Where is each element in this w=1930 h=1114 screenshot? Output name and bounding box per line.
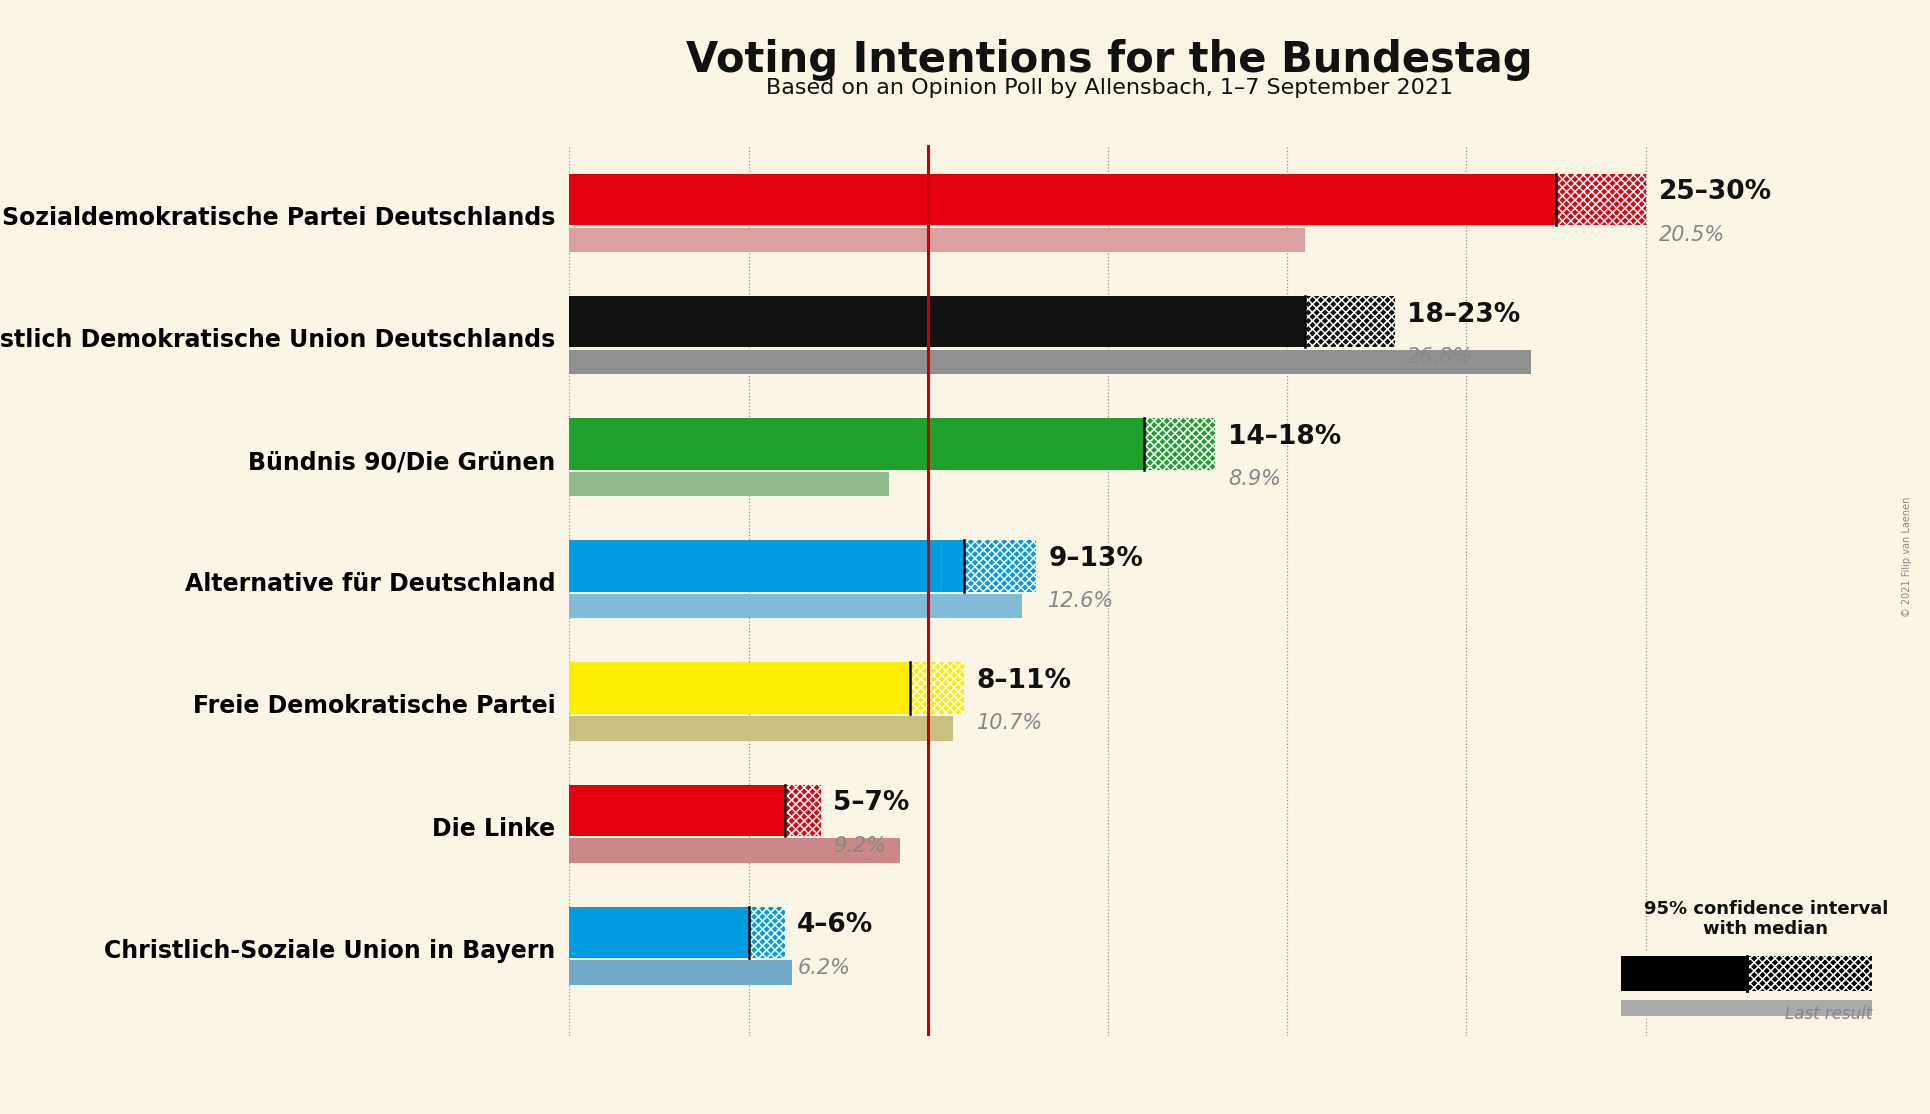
Text: 20.5%: 20.5% <box>1658 225 1725 245</box>
Bar <box>911 663 965 714</box>
Text: 25–30%: 25–30% <box>1658 179 1772 205</box>
Text: 9.2%: 9.2% <box>834 836 886 856</box>
Bar <box>569 296 1305 348</box>
Bar <box>1621 1000 1872 1016</box>
Bar <box>749 907 786 958</box>
Bar <box>569 350 1530 374</box>
Bar <box>749 907 786 958</box>
Bar <box>1556 174 1646 225</box>
Bar <box>786 784 820 836</box>
Bar <box>1621 957 1747 991</box>
Bar <box>1747 957 1872 991</box>
Bar <box>965 540 1036 592</box>
Bar <box>1305 296 1395 348</box>
Bar <box>1143 418 1216 470</box>
Bar <box>569 838 899 862</box>
Bar <box>786 784 820 836</box>
Bar <box>749 907 786 958</box>
Bar <box>569 907 749 958</box>
Bar <box>569 663 911 714</box>
Text: 5–7%: 5–7% <box>834 790 909 815</box>
Text: 6.2%: 6.2% <box>797 958 851 978</box>
Text: 9–13%: 9–13% <box>1048 546 1143 571</box>
Text: 10.7%: 10.7% <box>977 713 1042 733</box>
Text: 95% confidence interval
with median: 95% confidence interval with median <box>1644 900 1888 938</box>
Bar <box>569 960 791 985</box>
Text: 4–6%: 4–6% <box>797 912 874 938</box>
Bar <box>569 594 1021 618</box>
Text: 8–11%: 8–11% <box>977 667 1071 694</box>
Bar <box>911 663 965 714</box>
Bar <box>569 784 786 836</box>
Text: Voting Intentions for the Bundestag: Voting Intentions for the Bundestag <box>687 39 1532 81</box>
Text: Last result: Last result <box>1785 1005 1872 1023</box>
Text: 18–23%: 18–23% <box>1407 302 1521 328</box>
Bar <box>1305 296 1395 348</box>
Text: 8.9%: 8.9% <box>1227 469 1282 489</box>
Text: 26.8%: 26.8% <box>1407 348 1473 368</box>
Text: 14–18%: 14–18% <box>1227 423 1341 450</box>
Bar <box>569 540 965 592</box>
Bar <box>569 472 888 497</box>
Bar <box>569 228 1305 252</box>
Text: © 2021 Filip van Laenen: © 2021 Filip van Laenen <box>1901 497 1913 617</box>
Bar <box>569 418 1143 470</box>
Bar <box>1556 174 1646 225</box>
Bar <box>1556 174 1646 225</box>
Bar <box>1143 418 1216 470</box>
Bar <box>1305 296 1395 348</box>
Text: Based on an Opinion Poll by Allensbach, 1–7 September 2021: Based on an Opinion Poll by Allensbach, … <box>766 78 1453 98</box>
Bar <box>569 174 1556 225</box>
Bar <box>1143 418 1216 470</box>
Bar <box>1747 957 1872 991</box>
Text: 12.6%: 12.6% <box>1048 592 1116 612</box>
Bar <box>786 784 820 836</box>
Bar <box>965 540 1036 592</box>
Bar <box>1747 957 1872 991</box>
Bar <box>965 540 1036 592</box>
Bar <box>569 716 953 741</box>
Bar <box>911 663 965 714</box>
